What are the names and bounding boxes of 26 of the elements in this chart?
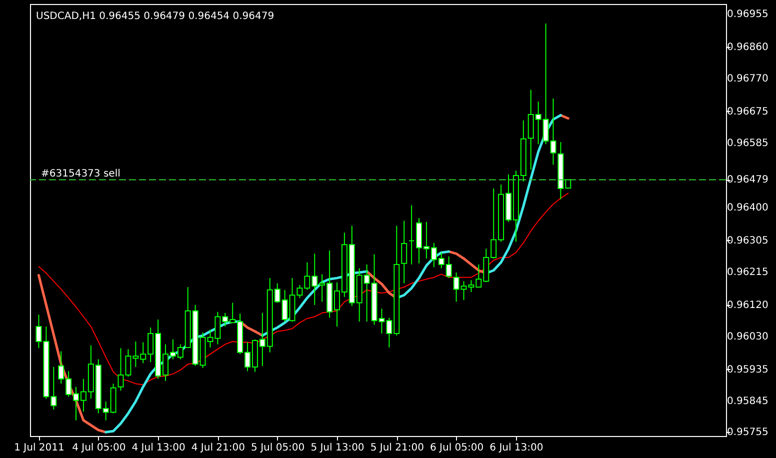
- y-tick-label: 0.96955: [727, 8, 768, 20]
- y-tick-label: 0.95845: [727, 396, 768, 407]
- candlestick: [408, 204, 415, 265]
- x-tick-label: 4 Jul 05:00: [72, 442, 126, 454]
- y-tick-label: 0.96030: [727, 331, 768, 342]
- x-tick-label: 4 Jul 21:00: [191, 442, 245, 454]
- y-tick-label: 0.96120: [727, 300, 768, 311]
- x-tick-label: 6 Jul 13:00: [490, 442, 544, 454]
- y-tick-label: 0.96479: [727, 174, 768, 186]
- y-tick-label: 0.96215: [727, 266, 768, 278]
- y-tick-label: 0.95935: [727, 364, 768, 376]
- x-tick-label: 5 Jul 13:00: [310, 442, 364, 454]
- y-tick-label: 0.96770: [727, 73, 768, 84]
- y-tick-label: 0.96585: [727, 138, 768, 149]
- text: USDCAD,H1 0.96455 0.96479 0.96454 0.96479: [36, 11, 274, 22]
- y-tick-label: 0.96400: [727, 202, 768, 214]
- y-tick-label: 0.95755: [727, 427, 768, 438]
- y-tick-label: 0.96305: [727, 235, 768, 246]
- x-tick-label: 6 Jul 05:00: [430, 442, 484, 454]
- x-tick-label: 5 Jul 21:00: [370, 442, 424, 454]
- x-tick-label: 1 Jul 2011: [14, 442, 64, 454]
- y-tick-label: 0.96860: [727, 42, 768, 53]
- y-tick-label: 0.96675: [727, 106, 768, 118]
- x-tick-label: 4 Jul 13:00: [132, 442, 186, 454]
- x-tick-label: 5 Jul 05:00: [251, 442, 305, 454]
- ref-line-label: #63154373 sell: [41, 168, 120, 180]
